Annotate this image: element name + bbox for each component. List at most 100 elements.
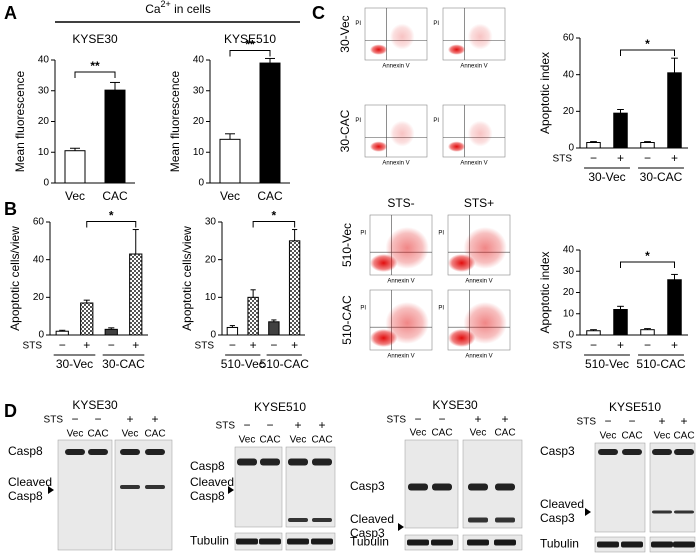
y-tick-label: 30 <box>205 217 217 228</box>
band-label: Tubulin <box>540 537 579 551</box>
blot-title: KYSE510 <box>609 400 661 414</box>
sts-sign: + <box>658 414 665 428</box>
protein-band <box>237 458 257 466</box>
panel-label: B <box>4 199 17 219</box>
flow-y-label: PI <box>433 118 439 124</box>
significance: * <box>645 249 650 263</box>
band-arrow <box>48 486 54 494</box>
group-label: 510-Vec <box>585 357 629 371</box>
bar <box>219 138 241 184</box>
cell-cloud <box>467 120 493 147</box>
flow-row-label: 510-CAC <box>340 295 354 345</box>
protein-band <box>674 510 694 514</box>
blot-title: KYSE510 <box>254 400 306 414</box>
flow-x-label: Annexin V <box>382 64 409 70</box>
sts-sign: − <box>266 418 273 432</box>
x-tick-label: − <box>644 151 651 165</box>
lane-label: CAC <box>87 429 108 440</box>
lane-label: CAC <box>311 435 332 446</box>
cell-cloud <box>447 141 466 152</box>
y-tick-label: 60 <box>33 217 45 228</box>
lane-label: CAC <box>621 431 642 442</box>
flow-y-label: PI <box>360 231 366 237</box>
protein-band <box>65 449 85 455</box>
protein-band <box>673 541 695 548</box>
lane-label: Vec <box>410 428 427 439</box>
y-tick-label: 40 <box>563 245 575 256</box>
flow-column-label: STS+ <box>464 196 494 210</box>
protein-band <box>408 483 428 491</box>
flow-y-label: PI <box>433 21 439 27</box>
y-tick-label: 20 <box>193 116 205 127</box>
y-tick-label: 30 <box>193 85 205 96</box>
bar <box>613 112 628 149</box>
band-label: Tubulin <box>350 535 389 549</box>
lane-label: CAC <box>259 435 280 446</box>
sts-sign: − <box>94 412 101 426</box>
flow-y-label: PI <box>360 306 366 312</box>
panel-label: D <box>4 401 17 421</box>
significance: * <box>645 37 650 51</box>
sts-sign: + <box>501 412 508 426</box>
bar <box>586 330 601 336</box>
flow-row-label: 510-Vec <box>340 223 354 267</box>
protein-band <box>431 539 453 546</box>
y-axis-label: Apoptotic index <box>538 52 552 134</box>
sts-sign: + <box>151 412 158 426</box>
sts-sign: + <box>474 412 481 426</box>
group-label: 30-CAC <box>640 170 683 184</box>
y-tick-label: 0 <box>568 330 574 341</box>
flow-y-label: PI <box>438 306 444 312</box>
y-tick-label: 0 <box>210 330 216 341</box>
band-label: Casp8 <box>190 489 225 503</box>
protein-band <box>597 541 619 548</box>
flow-y-label: PI <box>438 231 444 237</box>
band-label: Cleaved <box>8 475 52 489</box>
y-axis-label: Mean fluorescence <box>168 70 182 172</box>
y-axis-label: Apoptotic index <box>538 251 552 333</box>
y-tick-label: 10 <box>193 147 205 158</box>
panel-label: C <box>312 3 325 23</box>
x-tick-label: + <box>617 151 624 165</box>
bar <box>129 253 143 336</box>
protein-band <box>407 539 429 546</box>
band-arrow <box>228 486 234 494</box>
band-arrow <box>398 523 404 531</box>
x-tick-label: − <box>270 338 277 352</box>
x-tick-label: + <box>671 151 678 165</box>
blot-membrane <box>57 439 113 551</box>
lane-label: Vec <box>470 428 487 439</box>
band-label: Cleaved <box>540 497 584 511</box>
protein-band <box>145 449 165 455</box>
flow-row-label: 30-Vec <box>338 15 352 52</box>
protein-band <box>674 449 694 455</box>
bar <box>55 330 69 336</box>
bar <box>64 150 86 184</box>
x-tick-label: + <box>83 338 90 352</box>
sts-label: STS <box>216 421 236 432</box>
sts-sign: − <box>628 414 635 428</box>
protein-band <box>651 541 673 548</box>
y-tick-label: 0 <box>38 330 44 341</box>
protein-band <box>236 538 258 545</box>
protein-band <box>622 449 642 455</box>
band-label: Casp3 <box>540 444 575 458</box>
protein-band <box>287 538 309 545</box>
sts-label: STS <box>44 415 64 426</box>
significance-bracket <box>229 49 271 57</box>
sts-sign: − <box>438 412 445 426</box>
sts-label: STS <box>23 341 43 352</box>
significance: * <box>109 209 114 223</box>
y-tick-label: 0 <box>568 143 574 154</box>
protein-band <box>260 458 280 466</box>
lane-label: CAC <box>494 428 515 439</box>
protein-band <box>468 483 488 491</box>
x-tick-label: CAC <box>102 189 128 203</box>
y-tick-label: 20 <box>563 106 575 117</box>
protein-band <box>312 518 332 522</box>
protein-band <box>598 449 618 455</box>
flow-y-label: PI <box>355 21 361 27</box>
band-label: Cleaved <box>350 512 394 526</box>
y-tick-label: 20 <box>205 254 217 265</box>
y-axis-label: Apoptotic cells/view <box>180 226 194 331</box>
